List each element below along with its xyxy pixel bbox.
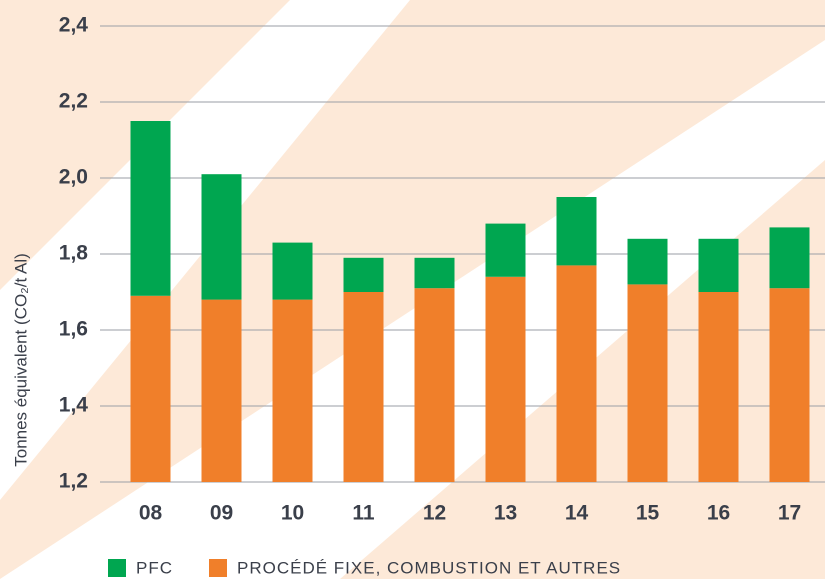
x-tick-label: 08 bbox=[139, 502, 163, 525]
bar-segment bbox=[343, 257, 384, 292]
y-tick-label: 2,4 bbox=[59, 14, 89, 37]
x-tick-label: 16 bbox=[707, 502, 730, 525]
x-tick-label: 14 bbox=[565, 502, 589, 525]
legend-label: PFC bbox=[136, 558, 173, 577]
y-tick-label: 2,2 bbox=[59, 90, 88, 113]
bar-segment bbox=[201, 299, 242, 482]
bar-segment bbox=[485, 276, 526, 482]
bar-segment bbox=[414, 288, 455, 482]
bar-segment bbox=[130, 121, 171, 296]
bar-segment bbox=[627, 238, 668, 285]
y-tick-label: 2,0 bbox=[59, 166, 88, 189]
y-tick-label: 1,2 bbox=[59, 470, 88, 493]
bar-segment bbox=[556, 265, 597, 482]
x-tick-label: 10 bbox=[281, 502, 304, 525]
legend-swatch bbox=[209, 559, 227, 577]
bar-segment bbox=[698, 292, 739, 482]
bar-segment bbox=[698, 238, 739, 292]
bar-segment bbox=[556, 197, 597, 266]
x-tick-label: 12 bbox=[423, 502, 446, 525]
bar-segment bbox=[485, 223, 526, 277]
y-tick-label: 1,8 bbox=[59, 242, 89, 265]
x-tick-label: 17 bbox=[778, 502, 801, 525]
x-tick-label: 13 bbox=[494, 502, 517, 525]
bar-segment bbox=[769, 227, 810, 289]
bar-segment bbox=[272, 299, 313, 482]
x-tick-label: 15 bbox=[636, 502, 660, 525]
bar-segment bbox=[414, 257, 455, 289]
y-tick-label: 1,4 bbox=[59, 394, 89, 417]
bar-segment bbox=[343, 292, 384, 482]
bar-segment bbox=[272, 242, 313, 300]
legend-label: PROCÉDÉ FIXE, COMBUSTION ET AUTRES bbox=[237, 558, 621, 577]
bar-segment bbox=[130, 295, 171, 482]
bar-segment bbox=[769, 288, 810, 482]
legend-swatch bbox=[108, 559, 126, 577]
x-tick-label: 11 bbox=[352, 502, 375, 525]
y-axis-label: Tonnes équivalent (CO₂/t Al) bbox=[11, 253, 30, 467]
y-tick-label: 1,6 bbox=[59, 318, 88, 341]
bar-segment bbox=[627, 284, 668, 482]
bar-segment bbox=[201, 174, 242, 300]
x-tick-label: 09 bbox=[210, 502, 233, 525]
